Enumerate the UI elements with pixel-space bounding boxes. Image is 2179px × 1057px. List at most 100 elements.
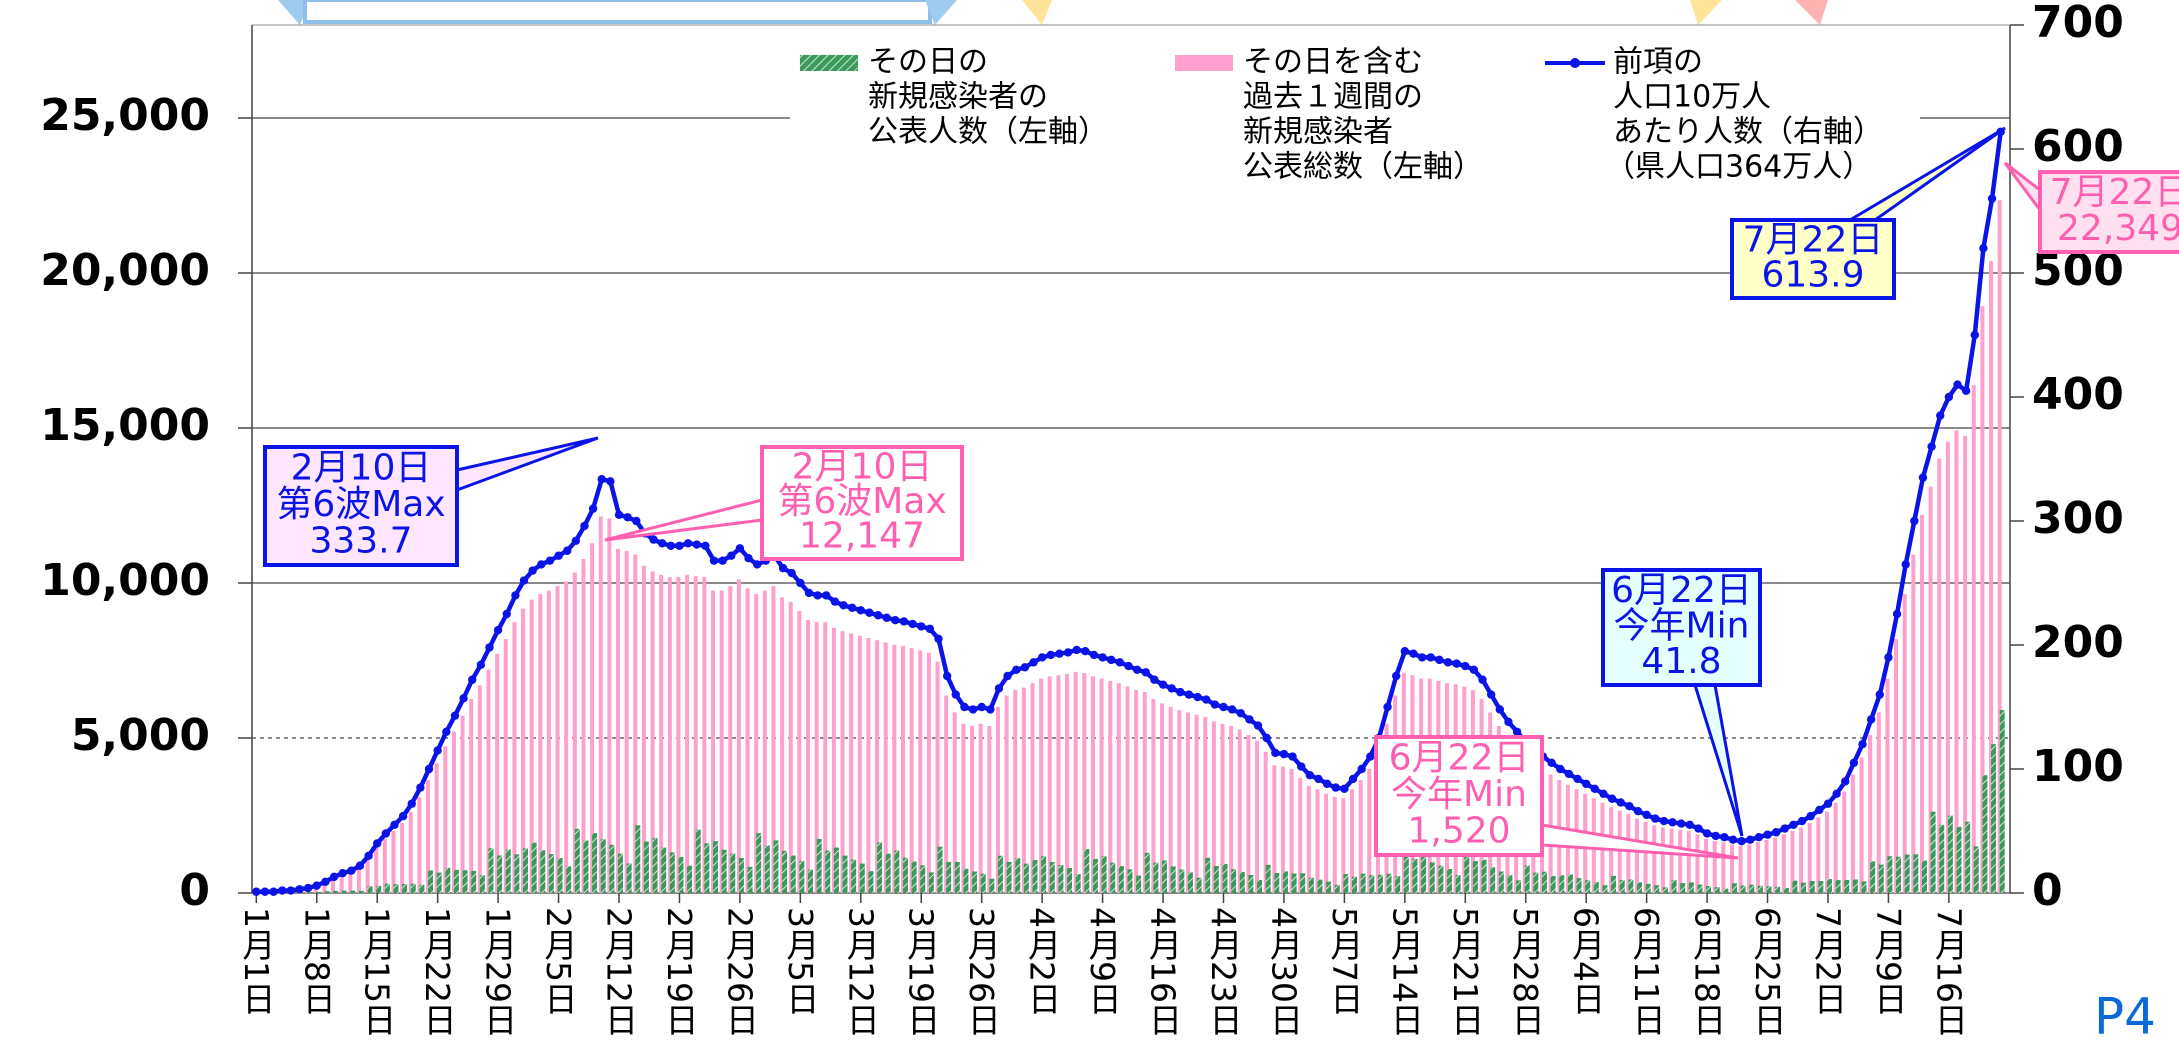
line-point [683,539,693,548]
line-point [675,541,684,550]
daily-bar [1991,744,1997,893]
daily-bar [1136,875,1142,893]
weekly-bar [866,637,871,893]
y-tick-label: 5,000 [71,710,210,761]
weekly-bar [849,633,854,893]
line-point [1176,687,1185,697]
x-tick-label: 6月18日 [1688,907,1727,1036]
line-point [1478,675,1487,684]
line-point [1823,799,1833,808]
line-point [1443,658,1453,667]
line-point [934,634,943,643]
weekly-bar [745,588,750,893]
weekly-bar [1367,768,1372,893]
weekly-bar [1185,712,1190,893]
line-point [347,866,356,875]
line-point [597,475,606,484]
legend-swatch [800,55,858,71]
line-point [303,883,313,893]
line-point [1426,653,1435,662]
x-tick-label: 1月1日 [237,907,276,1015]
daily-bar [782,850,788,893]
daily-bar [1852,879,1858,893]
weekly-bar [382,838,387,893]
line-point [1167,684,1176,693]
weekly-bar [1056,675,1061,893]
y-tick-label: 0 [179,865,210,916]
line-point [260,887,270,896]
daily-bar [540,850,546,893]
weekly-bar [1272,765,1277,893]
daily-bar [1006,861,1012,893]
weekly-bar [1989,261,1994,893]
line-point [1797,816,1807,826]
daily-bar [1611,875,1617,893]
weekly-bar [970,726,975,893]
weekly-bar [1669,828,1674,893]
daily-bar [436,872,442,893]
weekly-bar [469,698,474,893]
line-point [1279,749,1289,759]
daily-bar [1602,885,1608,893]
daily-bar [730,853,736,893]
daily-bar [453,869,459,893]
weekly-bar [538,593,543,893]
weekly-bar [598,516,603,893]
daily-bar [1170,866,1176,893]
daily-bar [1084,848,1090,893]
weekly-bar [1021,687,1026,893]
daily-bar [1239,871,1245,893]
line-point [1910,516,1919,526]
line-point [1728,835,1738,844]
line-point [588,504,598,513]
daily-bar [548,854,554,893]
daily-bar [367,886,373,893]
legend-label: あたり人数（右軸） [1613,115,1883,150]
line-point [1305,771,1315,780]
daily-bar [1282,871,1288,893]
daily-bar [1421,856,1427,893]
daily-bar [315,891,321,893]
legend-swatch-dot [1570,58,1580,68]
line-point [1245,715,1254,724]
daily-bar [946,861,952,893]
line-point [286,886,296,895]
line-point [321,877,330,887]
daily-bar [471,870,477,893]
weekly-bar [1203,716,1208,893]
line-point [1668,818,1677,827]
legend-label: 新規感染者の [868,80,1048,115]
weekly-bar [339,874,344,893]
weekly-bar [710,590,715,893]
daily-bar [1636,882,1642,893]
annotation-box [760,445,964,561]
weekly-bar [322,882,327,893]
line-point [787,568,796,578]
legend-label: 過去１週間の [1243,80,1423,115]
daily-bar [1593,882,1599,893]
daily-bar [1947,815,1953,893]
weekly-bar [693,575,698,893]
line-point [1495,705,1505,714]
daily-bar [661,847,667,893]
weekly-bar [1729,844,1734,893]
annotation-text: 613.9 [1761,255,1864,296]
daily-bar [1801,882,1807,893]
daily-bar [350,890,356,893]
line-point [865,608,874,617]
daily-bar [1403,848,1409,893]
annotation-pointer [455,436,599,493]
line-point [1435,655,1444,665]
line-point [1573,774,1582,784]
daily-bar [566,866,572,893]
weekly-bar [521,608,526,893]
line-point [1780,824,1789,833]
daily-bar [1196,877,1202,893]
weekly-bar [1125,686,1130,893]
weekly-bar [1850,774,1855,893]
weekly-bar [1704,838,1709,893]
line-point [968,705,978,714]
line-point [813,591,822,600]
weekly-bar [1971,385,1976,893]
daily-bar [1274,872,1280,893]
